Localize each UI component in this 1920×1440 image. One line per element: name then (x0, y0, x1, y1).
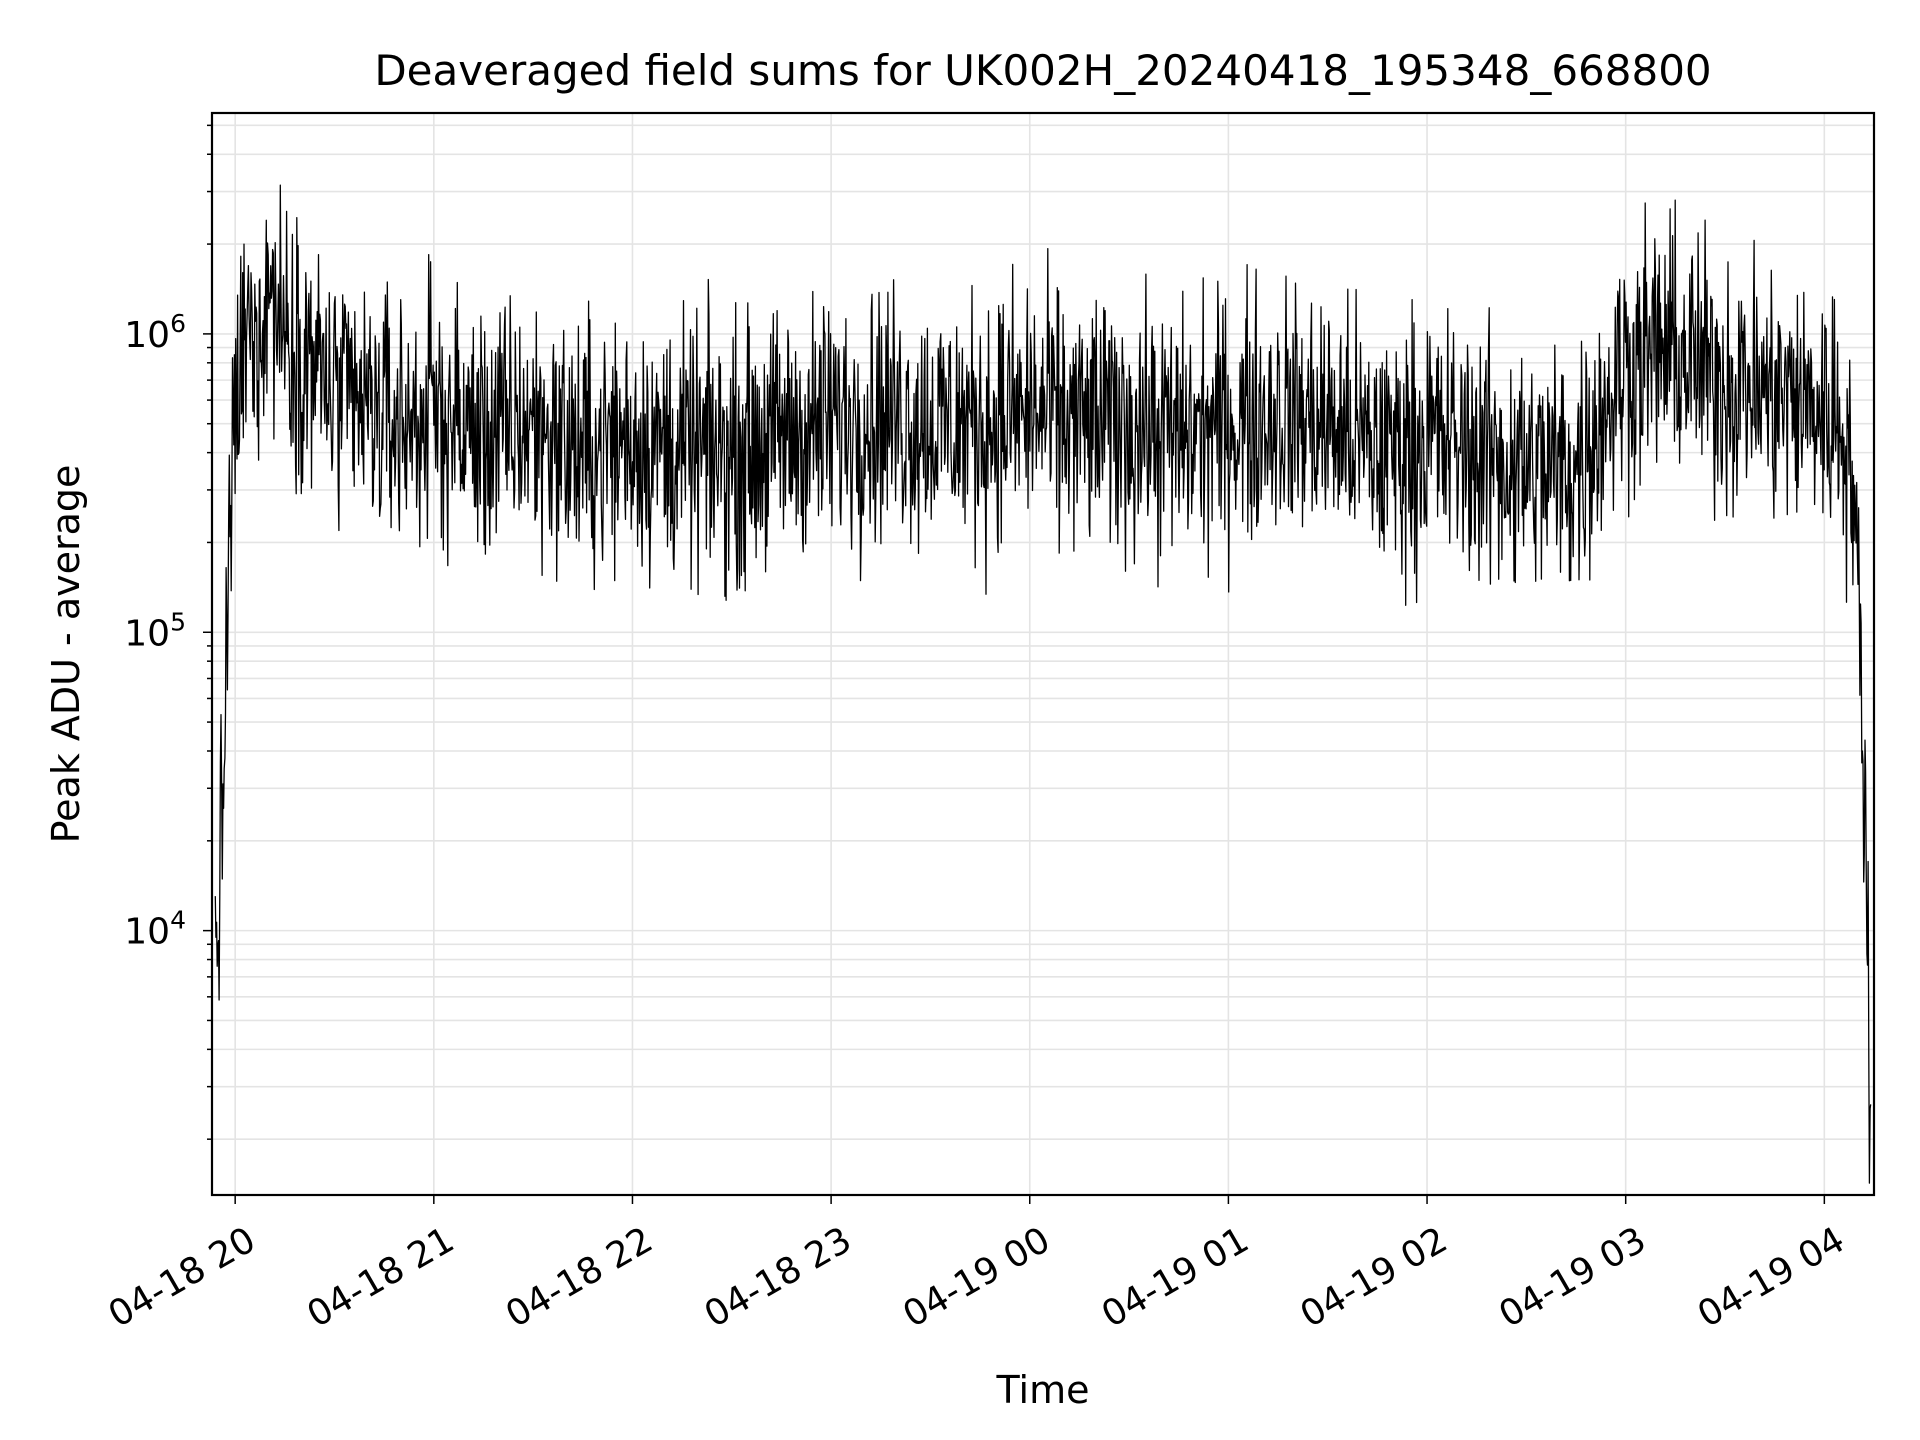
chart-title: Deaveraged field sums for UK002H_2024041… (374, 46, 1711, 95)
x-axis-label: Time (996, 1368, 1090, 1412)
y-axis-label: Peak ADU - average (44, 465, 88, 844)
y-tick-label: 104 (124, 906, 186, 953)
series-line (214, 184, 1872, 1184)
series-layer (214, 184, 1872, 1184)
plot-frame (210, 111, 1876, 1197)
y-tick-label: 105 (124, 607, 186, 654)
y-tick-label: 106 (124, 309, 186, 356)
